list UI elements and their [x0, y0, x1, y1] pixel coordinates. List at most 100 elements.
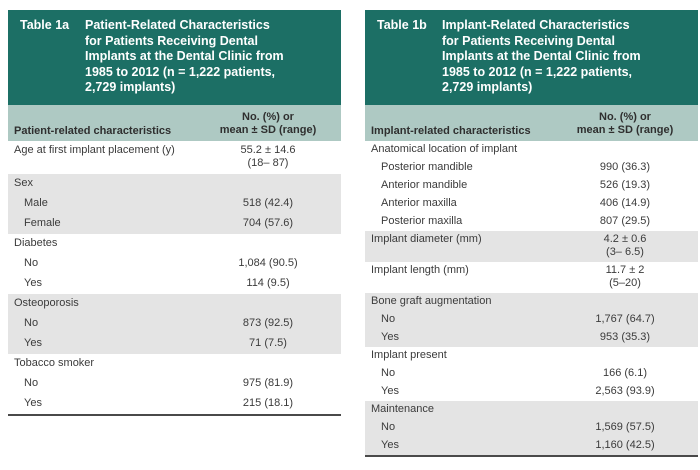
table-row: Female 704 (57.6) — [8, 214, 341, 234]
section: Implant present No 166 (6.1) Yes 2,563 (… — [365, 347, 698, 401]
row-value: 406 (14.9) — [599, 197, 651, 209]
row-value: 807 (29.5) — [599, 215, 651, 227]
section: Maintenance No 1,569 (57.5) Yes 1,160 (4… — [365, 400, 698, 455]
column-header-row: Implant-related characteristics No. (%) … — [365, 104, 698, 141]
column-header-row: Patient-related characteristics No. (%) … — [8, 104, 341, 141]
row-value: 704 (57.6) — [242, 217, 294, 229]
row-value: 518 (42.4) — [242, 197, 294, 209]
section: Diabetes No 1,084 (90.5) Yes 114 (9.5) — [8, 234, 341, 294]
table-row: Posterior maxilla 807 (29.5) — [365, 213, 698, 231]
row-value: 166 (6.1) — [602, 367, 648, 379]
section: Implant length (mm) 11.7 ± 2 (5–20) — [365, 262, 698, 293]
section: Sex Male 518 (42.4) Female 704 (57.6) — [8, 173, 341, 234]
table-tag: Table 1b — [377, 18, 427, 32]
table-row: No 1,084 (90.5) — [8, 254, 341, 274]
section: Implant diameter (mm) 4.2 ± 0.6 (3– 6.5) — [365, 230, 698, 262]
table-row: Posterior mandible 990 (36.3) — [365, 159, 698, 177]
row-label: Osteoporosis — [14, 297, 79, 309]
table-header: Table 1b Implant-Related Characteristics… — [365, 10, 698, 105]
row-label: Yes — [381, 385, 399, 397]
table-row: No 1,767 (64.7) — [365, 311, 698, 329]
table-row: Anterior mandible 526 (19.3) — [365, 177, 698, 195]
table-row: Yes 2,563 (93.9) — [365, 383, 698, 401]
table-body: Age at first implant placement (y) 55.2 … — [8, 141, 341, 416]
table-body: Anatomical location of implant Posterior… — [365, 141, 698, 457]
table-row: No 166 (6.1) — [365, 365, 698, 383]
row-value: 11.7 ± 2 (5–20) — [605, 264, 645, 289]
row-value: 1,084 (90.5) — [238, 257, 298, 269]
table-row: Yes 953 (35.3) — [365, 329, 698, 347]
section: Tobacco smoker No 975 (81.9) Yes 215 (18… — [8, 354, 341, 414]
table-row: No 873 (92.5) — [8, 314, 341, 334]
value-column-header: No. (%) or mean ± SD (range) — [219, 110, 317, 136]
row-value: 1,160 (42.5) — [595, 439, 655, 451]
section-header-row: Implant length (mm) 11.7 ± 2 (5–20) — [365, 262, 698, 293]
section: Osteoporosis No 873 (92.5) Yes 71 (7.5) — [8, 293, 341, 354]
row-value: 2,563 (93.9) — [595, 385, 655, 397]
row-label: No — [24, 317, 39, 329]
row-label: Male — [24, 197, 48, 209]
section-header-row: Implant present — [365, 347, 698, 365]
section: Bone graft augmentation No 1,767 (64.7) … — [365, 292, 698, 347]
row-value: 975 (81.9) — [242, 377, 294, 389]
row-label: Anterior mandible — [381, 179, 468, 191]
section: Anatomical location of implant Posterior… — [365, 141, 698, 231]
row-label: Sex — [14, 177, 33, 189]
value-column-header: No. (%) or mean ± SD (range) — [576, 110, 674, 136]
row-label: Diabetes — [14, 237, 58, 249]
row-label: Maintenance — [371, 403, 434, 415]
row-value: 71 (7.5) — [249, 337, 287, 349]
row-label: Anterior maxilla — [381, 197, 457, 209]
table-title: Patient-Related Characteristics for Pati… — [85, 18, 284, 94]
table-1b: Table 1b Implant-Related Characteristics… — [365, 10, 698, 470]
table-tag: Table 1a — [20, 18, 70, 32]
section-header-row: Osteoporosis — [8, 294, 341, 314]
row-label: No — [381, 367, 396, 379]
table-row: Yes 71 (7.5) — [8, 334, 341, 354]
row-label: Age at first implant placement (y) — [14, 144, 175, 156]
table-row: Yes 114 (9.5) — [8, 274, 341, 294]
row-label: Tobacco smoker — [14, 357, 95, 369]
row-label: Implant present — [371, 349, 447, 361]
section-header-row: Anatomical location of implant — [365, 141, 698, 159]
table-row: Yes 215 (18.1) — [8, 394, 341, 414]
row-label: Yes — [381, 331, 399, 343]
row-value: 1,569 (57.5) — [595, 421, 655, 433]
section: Age at first implant placement (y) 55.2 … — [8, 141, 341, 174]
row-label: Bone graft augmentation — [371, 295, 492, 307]
section-header-row: Age at first implant placement (y) 55.2 … — [8, 141, 341, 174]
section-header-row: Sex — [8, 174, 341, 194]
section-header-row: Bone graft augmentation — [365, 293, 698, 311]
row-label: No — [24, 257, 39, 269]
row-value: 990 (36.3) — [599, 161, 651, 173]
row-label: Yes — [24, 397, 42, 409]
characteristics-column-header: Patient-related characteristics — [14, 124, 172, 137]
table-row: Yes 1,160 (42.5) — [365, 437, 698, 455]
row-value: 114 (9.5) — [246, 277, 290, 289]
row-value: 873 (92.5) — [242, 317, 294, 329]
section-header-row: Maintenance — [365, 401, 698, 419]
section-header-row: Diabetes — [8, 234, 341, 254]
row-label: Posterior mandible — [381, 161, 473, 173]
row-value: 526 (19.3) — [599, 179, 651, 191]
table-row: No 975 (81.9) — [8, 374, 341, 394]
row-value: 1,767 (64.7) — [595, 313, 655, 325]
table-row: No 1,569 (57.5) — [365, 419, 698, 437]
table-row: Anterior maxilla 406 (14.9) — [365, 195, 698, 213]
row-label: No — [24, 377, 39, 389]
row-label: Yes — [24, 337, 42, 349]
row-label: Female — [24, 217, 61, 229]
row-value: 55.2 ± 14.6 (18– 87) — [240, 144, 296, 169]
row-label: Implant diameter (mm) — [371, 233, 482, 245]
characteristics-column-header: Implant-related characteristics — [371, 124, 531, 137]
row-label: Posterior maxilla — [381, 215, 463, 227]
row-label: Anatomical location of implant — [371, 143, 518, 155]
row-value: 953 (35.3) — [599, 331, 651, 343]
row-label: Yes — [381, 439, 399, 451]
row-label: Implant length (mm) — [371, 264, 469, 276]
row-label: Yes — [24, 277, 42, 289]
table-1a: Table 1a Patient-Related Characteristics… — [8, 10, 341, 470]
row-value: 215 (18.1) — [242, 397, 294, 409]
row-value: 4.2 ± 0.6 (3– 6.5) — [603, 233, 647, 258]
